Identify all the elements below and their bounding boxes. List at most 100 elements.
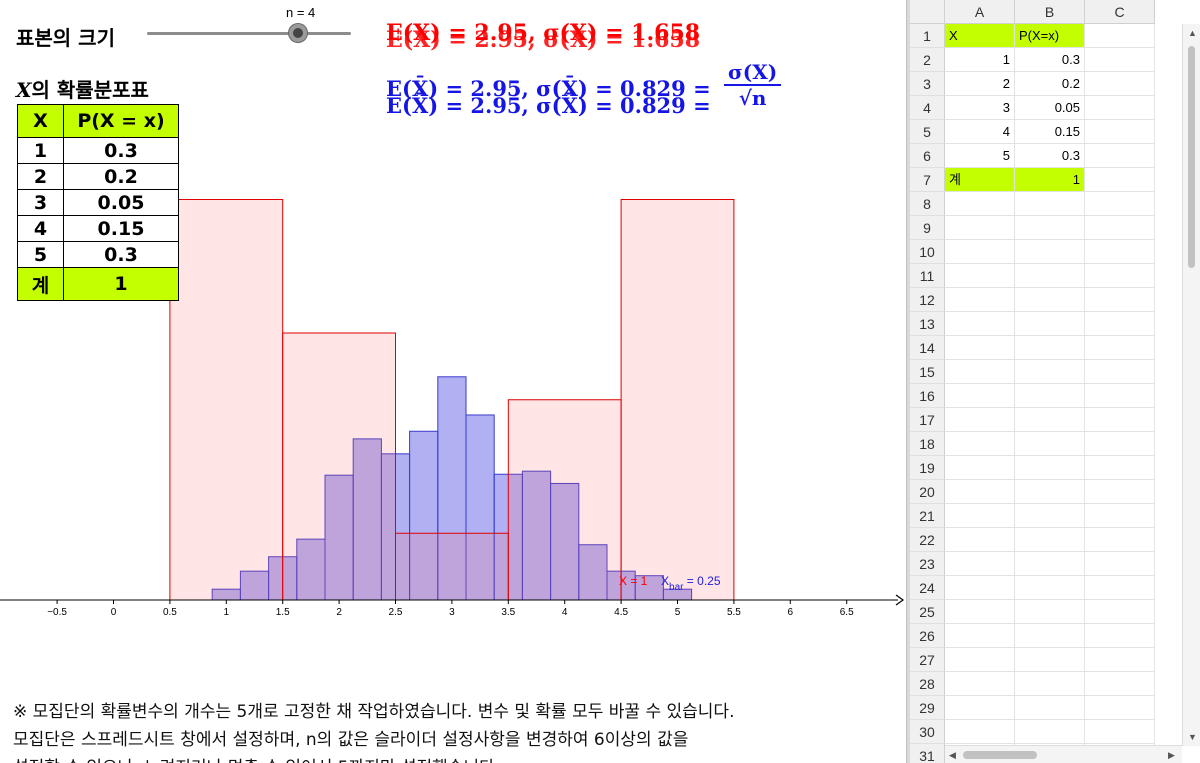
spreadsheet-cell[interactable] bbox=[945, 600, 1015, 624]
spreadsheet-cell[interactable] bbox=[1015, 192, 1085, 216]
spreadsheet-cell[interactable] bbox=[1085, 144, 1155, 168]
spreadsheet-cell[interactable]: 5 bbox=[945, 144, 1015, 168]
spreadsheet-cell[interactable] bbox=[1015, 720, 1085, 744]
spreadsheet-cell[interactable]: 0.15 bbox=[1015, 120, 1085, 144]
spreadsheet-cell[interactable] bbox=[1015, 576, 1085, 600]
spreadsheet-cell[interactable]: 0.3 bbox=[1015, 144, 1085, 168]
view-divider[interactable] bbox=[906, 0, 910, 763]
spreadsheet-cell[interactable] bbox=[1085, 24, 1155, 48]
row-header[interactable]: 8 bbox=[910, 192, 945, 216]
spreadsheet-cell[interactable] bbox=[1085, 384, 1155, 408]
spreadsheet-cell[interactable] bbox=[1085, 48, 1155, 72]
row-header[interactable]: 20 bbox=[910, 480, 945, 504]
spreadsheet-cell[interactable] bbox=[945, 552, 1015, 576]
row-header[interactable]: 12 bbox=[910, 288, 945, 312]
row-header[interactable]: 17 bbox=[910, 408, 945, 432]
spreadsheet-cell[interactable] bbox=[1015, 504, 1085, 528]
column-header-b[interactable]: B bbox=[1015, 0, 1085, 24]
horizontal-scrollbar[interactable]: ◀ ▶ bbox=[945, 745, 1182, 763]
vertical-scroll-thumb[interactable] bbox=[1188, 46, 1195, 268]
spreadsheet-cell[interactable] bbox=[945, 408, 1015, 432]
row-header[interactable]: 6 bbox=[910, 144, 945, 168]
row-header[interactable]: 25 bbox=[910, 600, 945, 624]
spreadsheet-cell[interactable] bbox=[945, 720, 1015, 744]
spreadsheet-cell[interactable] bbox=[1085, 312, 1155, 336]
spreadsheet-cell[interactable] bbox=[1085, 264, 1155, 288]
spreadsheet-cell[interactable] bbox=[945, 648, 1015, 672]
spreadsheet-cell[interactable] bbox=[1085, 552, 1155, 576]
spreadsheet-cell[interactable] bbox=[945, 504, 1015, 528]
row-header[interactable]: 11 bbox=[910, 264, 945, 288]
spreadsheet-cell[interactable] bbox=[1085, 96, 1155, 120]
spreadsheet-cell[interactable] bbox=[1085, 72, 1155, 96]
spreadsheet-cell[interactable] bbox=[1015, 672, 1085, 696]
row-header[interactable]: 30 bbox=[910, 720, 945, 744]
spreadsheet-cell[interactable] bbox=[945, 576, 1015, 600]
row-header[interactable]: 7 bbox=[910, 168, 945, 192]
row-header[interactable]: 26 bbox=[910, 624, 945, 648]
spreadsheet-cell[interactable]: X bbox=[945, 24, 1015, 48]
spreadsheet-cell[interactable] bbox=[945, 480, 1015, 504]
spreadsheet-cell[interactable] bbox=[1085, 360, 1155, 384]
row-header[interactable]: 21 bbox=[910, 504, 945, 528]
row-header[interactable]: 16 bbox=[910, 384, 945, 408]
spreadsheet-cell[interactable] bbox=[1085, 600, 1155, 624]
graphics-view[interactable]: −0.5 0 0.5 1 1.5 2 2.5 3 3.5 4 4.5 5 5.5 6 6.5 X = 1 Xba… bbox=[0, 0, 906, 763]
column-header-a[interactable]: A bbox=[945, 0, 1015, 24]
horizontal-scroll-thumb[interactable] bbox=[963, 751, 1037, 759]
spreadsheet-cell[interactable] bbox=[945, 384, 1015, 408]
scroll-down-icon[interactable]: ▼ bbox=[1188, 732, 1197, 742]
row-header[interactable]: 18 bbox=[910, 432, 945, 456]
spreadsheet-cell[interactable] bbox=[1015, 312, 1085, 336]
spreadsheet-cell[interactable] bbox=[945, 696, 1015, 720]
spreadsheet-cell[interactable] bbox=[1015, 456, 1085, 480]
spreadsheet-cell[interactable] bbox=[945, 336, 1015, 360]
row-header[interactable]: 22 bbox=[910, 528, 945, 552]
column-header-c[interactable]: C bbox=[1085, 0, 1155, 24]
spreadsheet-cell[interactable] bbox=[945, 240, 1015, 264]
spreadsheet-cell[interactable] bbox=[1085, 696, 1155, 720]
spreadsheet-cell[interactable] bbox=[1085, 192, 1155, 216]
spreadsheet-cell[interactable] bbox=[1015, 528, 1085, 552]
row-header[interactable]: 31 bbox=[910, 744, 945, 763]
row-header[interactable]: 1 bbox=[910, 24, 945, 48]
spreadsheet-cell[interactable] bbox=[1015, 336, 1085, 360]
spreadsheet-cell[interactable]: 0.2 bbox=[1015, 72, 1085, 96]
spreadsheet-cell[interactable]: 1 bbox=[945, 48, 1015, 72]
spreadsheet-cell[interactable] bbox=[1085, 168, 1155, 192]
row-header[interactable]: 13 bbox=[910, 312, 945, 336]
spreadsheet-cell[interactable] bbox=[945, 672, 1015, 696]
row-header[interactable]: 5 bbox=[910, 120, 945, 144]
scroll-left-icon[interactable]: ◀ bbox=[949, 750, 956, 760]
row-header[interactable]: 3 bbox=[910, 72, 945, 96]
sheet-corner[interactable] bbox=[910, 0, 945, 24]
spreadsheet-cell[interactable] bbox=[1015, 384, 1085, 408]
scroll-up-icon[interactable]: ▲ bbox=[1188, 28, 1197, 38]
spreadsheet-cell[interactable] bbox=[945, 360, 1015, 384]
spreadsheet-cell[interactable] bbox=[1085, 408, 1155, 432]
spreadsheet-cell[interactable] bbox=[1015, 648, 1085, 672]
row-header[interactable]: 28 bbox=[910, 672, 945, 696]
scroll-right-icon[interactable]: ▶ bbox=[1168, 750, 1175, 760]
spreadsheet-cell[interactable] bbox=[945, 312, 1015, 336]
spreadsheet-cell[interactable] bbox=[1015, 696, 1085, 720]
spreadsheet-cell[interactable] bbox=[1085, 480, 1155, 504]
spreadsheet-cell[interactable] bbox=[945, 216, 1015, 240]
spreadsheet-cell[interactable] bbox=[1085, 336, 1155, 360]
spreadsheet-cell[interactable] bbox=[1015, 480, 1085, 504]
spreadsheet-view[interactable]: A B C 1 X P(X=x) 2 1 0.3 3 2 0.2 4 3 0.05 5 4 0.15 6 5 0.3 7 계… bbox=[910, 0, 1200, 763]
spreadsheet-cell[interactable] bbox=[945, 432, 1015, 456]
spreadsheet-cell[interactable] bbox=[945, 288, 1015, 312]
spreadsheet-cell[interactable] bbox=[1085, 504, 1155, 528]
spreadsheet-cell[interactable]: P(X=x) bbox=[1015, 24, 1085, 48]
spreadsheet-cell[interactable] bbox=[1015, 624, 1085, 648]
spreadsheet-cell[interactable] bbox=[1015, 552, 1085, 576]
spreadsheet-cell[interactable] bbox=[1015, 216, 1085, 240]
spreadsheet-cell[interactable] bbox=[1085, 120, 1155, 144]
sample-size-slider-knob[interactable] bbox=[289, 24, 307, 42]
row-header[interactable]: 9 bbox=[910, 216, 945, 240]
spreadsheet-cell[interactable] bbox=[1085, 672, 1155, 696]
spreadsheet-cell[interactable] bbox=[945, 456, 1015, 480]
row-header[interactable]: 15 bbox=[910, 360, 945, 384]
row-header[interactable]: 2 bbox=[910, 48, 945, 72]
